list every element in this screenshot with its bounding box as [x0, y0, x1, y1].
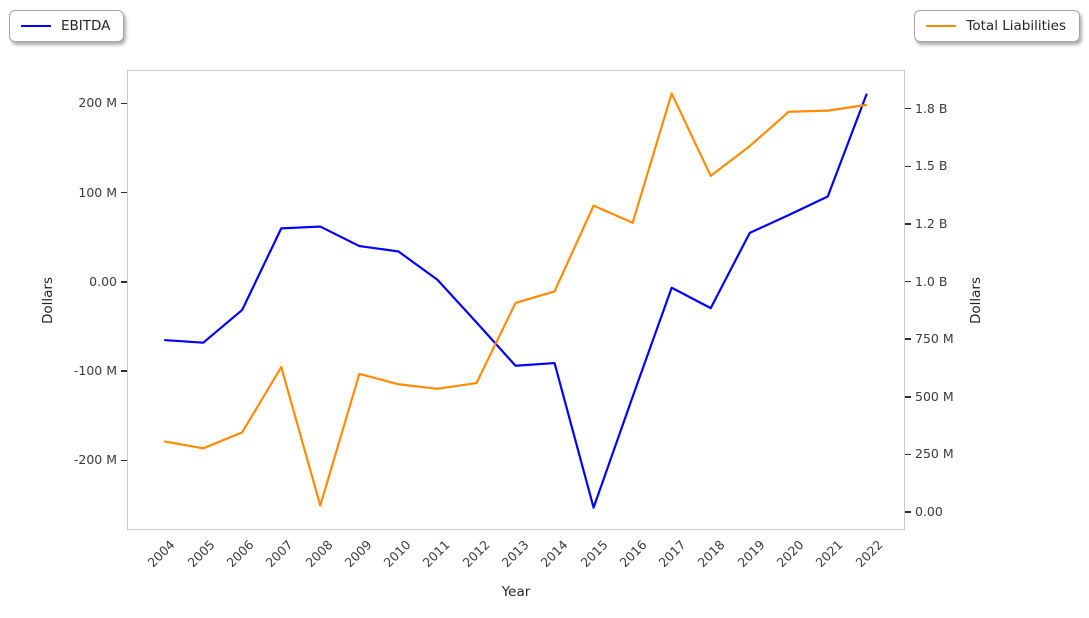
- left-axis-tick-label: -200 M: [73, 452, 117, 468]
- x-axis-title: Year: [501, 584, 531, 600]
- left-axis-tick: [121, 102, 127, 105]
- ebitda-line: [164, 93, 868, 509]
- left-axis-tick: [121, 459, 127, 462]
- plot-area: [127, 70, 905, 530]
- total-liabilities-legend-line-swatch: [926, 25, 957, 27]
- right-axis-tick-label: 1.2 B: [915, 215, 948, 231]
- right-axis-tick: [905, 223, 911, 225]
- ebitda-legend-label: EBITDA: [61, 18, 111, 34]
- right-axis-tick-label: 250 M: [915, 446, 954, 462]
- right-axis-tick-label: 1.0 B: [915, 273, 948, 289]
- right-axis-tick: [905, 396, 911, 398]
- left-axis-tick-label: 100 M: [78, 184, 117, 200]
- left-axis-tick-label: 0.00: [89, 273, 117, 289]
- legend-total-liabilities: Total Liabilities: [914, 10, 1080, 42]
- left-axis-tick-label: -100 M: [73, 363, 117, 379]
- right-axis-tick: [905, 453, 911, 456]
- right-axis-tick: [905, 280, 911, 283]
- total-liabilities-legend-label: Total Liabilities: [966, 18, 1066, 34]
- legend-ebitda: EBITDA: [9, 10, 125, 42]
- right-axis-tick: [905, 511, 911, 513]
- right-axis-tick-label: 750 M: [915, 331, 954, 347]
- right-y-axis-title: Dollars: [968, 276, 984, 324]
- ebitda-legend-line-swatch: [21, 25, 51, 27]
- total-liabilities-line: [164, 92, 867, 507]
- right-axis-tick-label: 1.8 B: [915, 100, 948, 116]
- left-axis-tick: [121, 191, 127, 194]
- right-axis-tick-label: 0.00: [915, 504, 943, 520]
- right-axis-tick: [905, 107, 911, 110]
- left-axis-tick: [121, 281, 127, 283]
- chart-canvas: [164, 92, 868, 509]
- right-axis-tick: [905, 338, 911, 340]
- left-y-axis-title: Dollars: [40, 276, 56, 324]
- left-axis-tick-label: 200 M: [78, 95, 117, 111]
- right-axis-tick-label: 1.5 B: [915, 158, 948, 174]
- right-axis-tick: [905, 165, 911, 168]
- left-axis-tick: [121, 370, 127, 372]
- right-axis-tick-label: 500 M: [915, 388, 954, 404]
